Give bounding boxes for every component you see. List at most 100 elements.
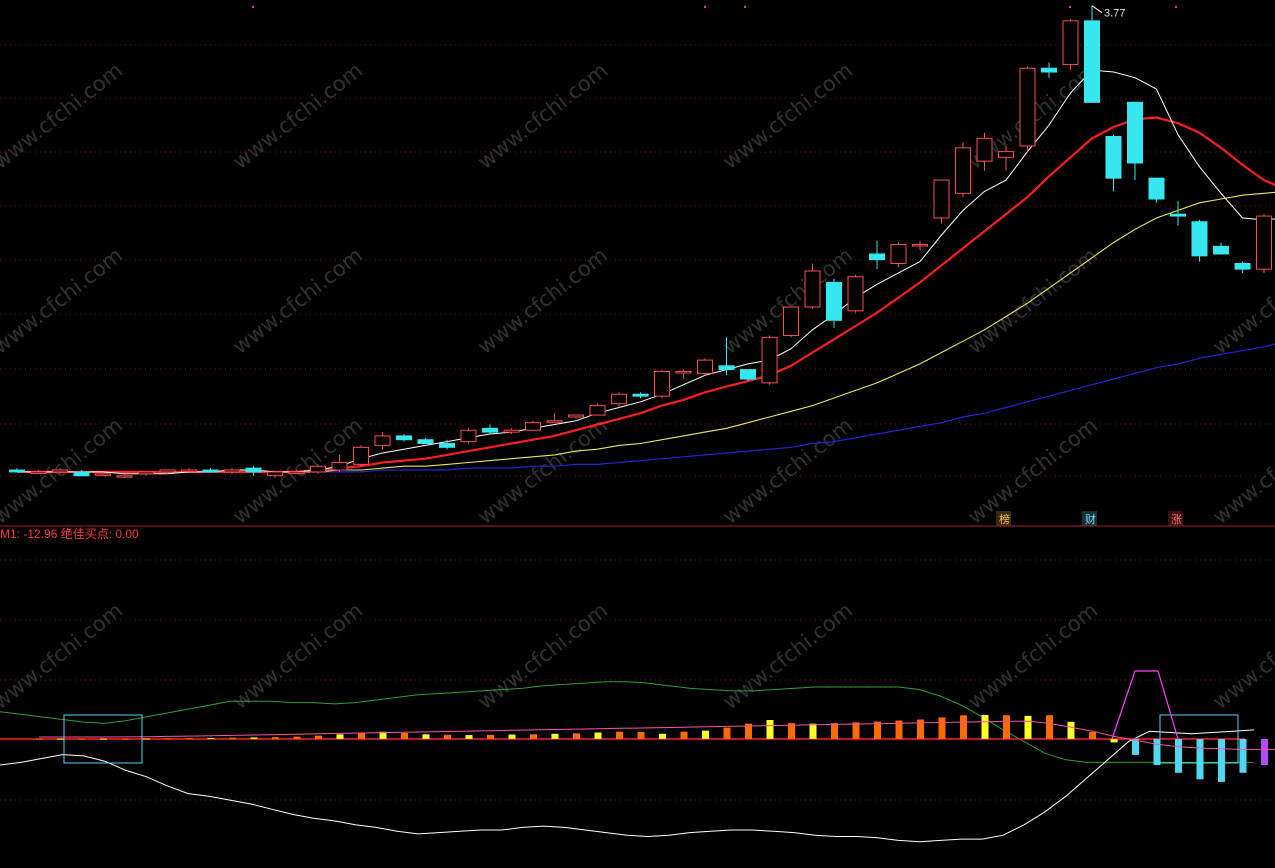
upper-band-line — [0, 681, 1254, 763]
candle — [310, 464, 326, 474]
candle-body — [417, 439, 434, 445]
candle-body — [138, 471, 154, 475]
histogram-bar — [1003, 715, 1010, 739]
candle — [202, 468, 219, 473]
candle — [439, 439, 455, 450]
watermark: www.cfchi.com — [963, 598, 1102, 714]
histogram-bar — [895, 720, 903, 739]
osc-lower-path — [0, 729, 1255, 843]
price-panel — [9, 5, 1275, 478]
high-price-label: 3.77 — [1104, 8, 1125, 20]
histogram-bar — [594, 732, 602, 739]
histogram-bar — [680, 731, 688, 739]
watermark: www.cfchi.com — [0, 58, 127, 174]
candle — [847, 274, 864, 313]
histogram-bar — [616, 731, 623, 739]
histogram-bar — [465, 735, 473, 739]
event-markers: 榜 财 涨 — [996, 511, 1183, 526]
watermark: www.cfchi.com — [718, 598, 857, 714]
histogram-bar — [78, 738, 86, 740]
histogram-bar — [57, 738, 64, 740]
candle — [245, 466, 262, 476]
candle-body — [998, 151, 1014, 158]
candle — [804, 263, 821, 309]
candle-body — [718, 365, 735, 371]
buy-zone-box-left — [63, 714, 143, 764]
histogram-bar — [35, 738, 43, 740]
histogram-bar — [702, 730, 709, 739]
histogram-bar — [960, 715, 967, 739]
histogram-bar — [659, 733, 666, 739]
candle-body — [439, 443, 455, 448]
histogram-bar — [1261, 739, 1268, 765]
histogram-bar — [487, 734, 494, 739]
candle — [503, 428, 520, 435]
watermark: www.cfchi.com — [228, 598, 367, 714]
candle — [826, 278, 842, 328]
candle — [1191, 219, 1208, 262]
candle-body — [1062, 20, 1079, 65]
candle-body — [52, 469, 68, 473]
candle — [890, 242, 907, 268]
ma60-line — [17, 343, 1275, 473]
histogram-bar — [508, 734, 516, 739]
candle-body — [396, 435, 412, 441]
watermark: www.cfchi.com — [473, 243, 612, 359]
candle — [697, 358, 713, 376]
candle-body — [976, 137, 993, 162]
histogram-bar — [723, 727, 731, 739]
histogram-bar — [1175, 739, 1182, 773]
histogram-bar — [379, 731, 387, 739]
histogram-bar — [637, 731, 645, 739]
candle-body — [632, 393, 649, 397]
lower-band-line — [0, 729, 1255, 843]
histogram-bar — [1239, 739, 1247, 773]
histogram-bar — [809, 723, 817, 739]
histogram-bar — [186, 738, 193, 740]
histogram-bar — [1067, 721, 1075, 739]
histogram-bar — [422, 734, 430, 739]
candle — [933, 179, 950, 224]
candle-body — [826, 281, 842, 321]
candle-body — [890, 243, 907, 264]
candle — [73, 470, 90, 477]
histogram-bar — [1024, 715, 1032, 739]
candle — [1256, 214, 1272, 273]
candle-body — [1041, 67, 1057, 73]
histogram-bar — [530, 734, 537, 739]
top-dot — [703, 5, 707, 9]
candle — [761, 335, 778, 385]
ma60-layer-path — [17, 343, 1275, 473]
candle — [589, 403, 606, 416]
histogram-bar — [551, 733, 559, 739]
candle — [95, 471, 111, 476]
histogram-bar — [573, 733, 580, 739]
histogram-bar — [444, 734, 451, 739]
top-dot — [1068, 5, 1072, 9]
marker-bang-box — [996, 511, 1011, 526]
histogram-bar — [1196, 739, 1204, 780]
candle — [976, 132, 993, 171]
candle — [116, 473, 133, 478]
candle — [1127, 101, 1143, 181]
histogram-bar — [938, 717, 946, 739]
watermark: www.cfchi.com — [473, 598, 612, 714]
candle — [675, 369, 692, 380]
histogram-bars — [35, 714, 1268, 782]
candle — [1105, 134, 1122, 192]
candle — [1019, 66, 1036, 152]
candle — [740, 369, 756, 381]
histogram-bar — [164, 738, 172, 740]
watermark: www.cfchi.com — [963, 243, 1102, 359]
top-dot — [743, 5, 747, 9]
candle — [1148, 177, 1165, 203]
candle-body — [869, 253, 885, 261]
watermark: www.cfchi.com — [718, 413, 857, 529]
candle-body — [331, 461, 348, 471]
candle — [568, 414, 584, 419]
grid-lines — [0, 5, 1275, 801]
candle — [1234, 261, 1251, 273]
marker-zhang: 涨 — [1171, 513, 1182, 526]
candle-body — [30, 471, 47, 474]
